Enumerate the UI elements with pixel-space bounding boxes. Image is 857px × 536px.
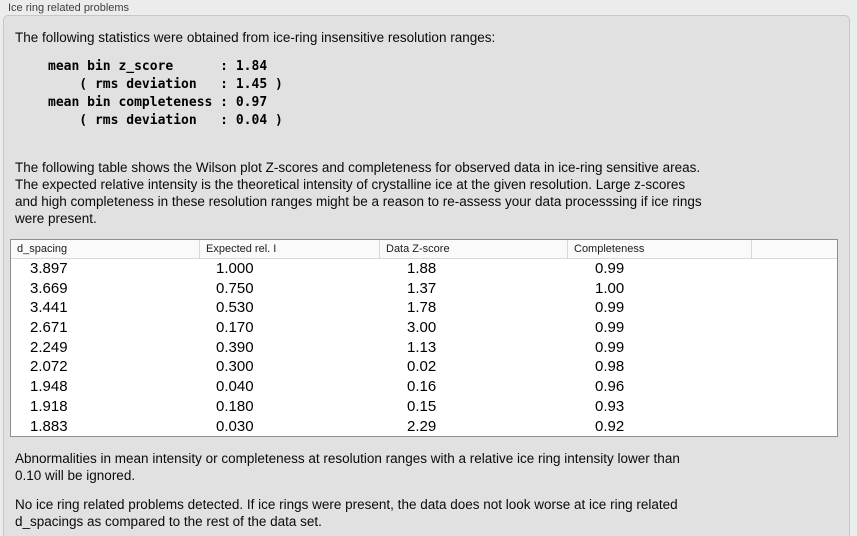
- table-cell: [752, 417, 837, 437]
- table-cell: 0.02: [407, 358, 437, 376]
- table-cell: 1.37: [407, 279, 437, 297]
- table-cell: 1.000: [216, 260, 254, 277]
- table-cell: 0.98: [595, 358, 625, 376]
- table-cell: 0.16: [407, 378, 437, 396]
- table-row[interactable]: 3.897 1.000 1.88 0.99: [11, 259, 837, 279]
- table-cell: [752, 259, 837, 279]
- table-header-row: d_spacing Expected rel. I Data Z-score Comp…: [11, 240, 837, 259]
- table-cell: 2.29: [407, 417, 437, 435]
- table-cell: [752, 397, 837, 417]
- ignore-note-text: Abnormalities in mean intensity or compl…: [15, 451, 680, 483]
- content-panel: The following statistics were obtained f…: [3, 15, 850, 536]
- table-cell: 0.99: [595, 299, 625, 317]
- table-cell: 3.00: [407, 319, 437, 337]
- table-cell: 0.180: [216, 397, 254, 415]
- column-header[interactable]: d_spacing: [11, 240, 200, 258]
- table-cell: 1.13: [407, 338, 437, 356]
- table-cell: 1.88: [407, 260, 437, 277]
- column-header[interactable]: Completeness: [568, 240, 752, 258]
- table-cell: [752, 318, 837, 338]
- table-cell: 3.897: [30, 260, 68, 277]
- column-header-filler: [752, 240, 837, 258]
- intro-text: The following statistics were obtained f…: [15, 30, 496, 45]
- table-cell: 0.15: [407, 397, 437, 415]
- column-header[interactable]: Data Z-score: [380, 240, 568, 258]
- table-cell: 2.671: [30, 319, 68, 337]
- table-cell: 0.99: [595, 319, 625, 337]
- table-cell: 0.390: [216, 338, 254, 356]
- table-cell: 3.669: [30, 279, 68, 297]
- group-box-title: Ice ring related problems: [8, 2, 130, 14]
- table-cell: [752, 338, 837, 358]
- conclusion-text: No ice ring related problems detected. I…: [15, 497, 678, 529]
- table-body: 3.897 1.000 1.88 0.99 3.669 0.750 1.37 1.00 3.44…: [11, 259, 837, 436]
- table-cell: 0.170: [216, 319, 254, 337]
- table-cell: 0.93: [595, 397, 625, 415]
- table-cell: 0.750: [216, 279, 254, 297]
- table-cell: [752, 298, 837, 318]
- table-cell: 2.072: [30, 358, 68, 376]
- table-cell: [752, 357, 837, 377]
- column-header[interactable]: Expected rel. I: [200, 240, 380, 258]
- table-cell: [752, 377, 837, 397]
- table-cell: 0.99: [595, 260, 625, 277]
- table-cell: 2.249: [30, 338, 68, 356]
- table-cell: 0.99: [595, 338, 625, 356]
- table-cell: 0.92: [595, 417, 625, 435]
- table-cell: 3.441: [30, 299, 68, 317]
- table-cell: 0.300: [216, 358, 254, 376]
- table-cell: 0.530: [216, 299, 254, 317]
- table-row[interactable]: 3.441 0.530 1.78 0.99: [11, 298, 837, 318]
- table-cell: 1.78: [407, 299, 437, 317]
- table-cell: 1.948: [30, 378, 68, 396]
- table-row[interactable]: 2.249 0.390 1.13 0.99: [11, 338, 837, 358]
- table-row[interactable]: 1.948 0.040 0.16 0.96: [11, 377, 837, 397]
- table-row[interactable]: 1.883 0.030 2.29 0.92: [11, 417, 837, 437]
- ice-ring-table[interactable]: d_spacing Expected rel. I Data Z-score Comp…: [10, 239, 838, 437]
- table-row[interactable]: 2.072 0.300 0.02 0.98: [11, 357, 837, 377]
- table-cell: 1.918: [30, 397, 68, 415]
- table-cell: 1.883: [30, 417, 68, 435]
- table-row[interactable]: 3.669 0.750 1.37 1.00: [11, 279, 837, 299]
- table-row[interactable]: 1.918 0.180 0.15 0.93: [11, 397, 837, 417]
- table-cell: 0.96: [595, 378, 625, 396]
- table-cell: 0.030: [216, 417, 254, 435]
- table-intro-text: The following table shows the Wilson plo…: [15, 160, 702, 226]
- table-cell: [752, 279, 837, 299]
- table-cell: 0.040: [216, 378, 254, 396]
- table-row[interactable]: 2.671 0.170 3.00 0.99: [11, 318, 837, 338]
- table-cell: 1.00: [595, 279, 625, 297]
- stats-block: mean bin z_score : 1.84 ( rms deviation …: [48, 59, 283, 128]
